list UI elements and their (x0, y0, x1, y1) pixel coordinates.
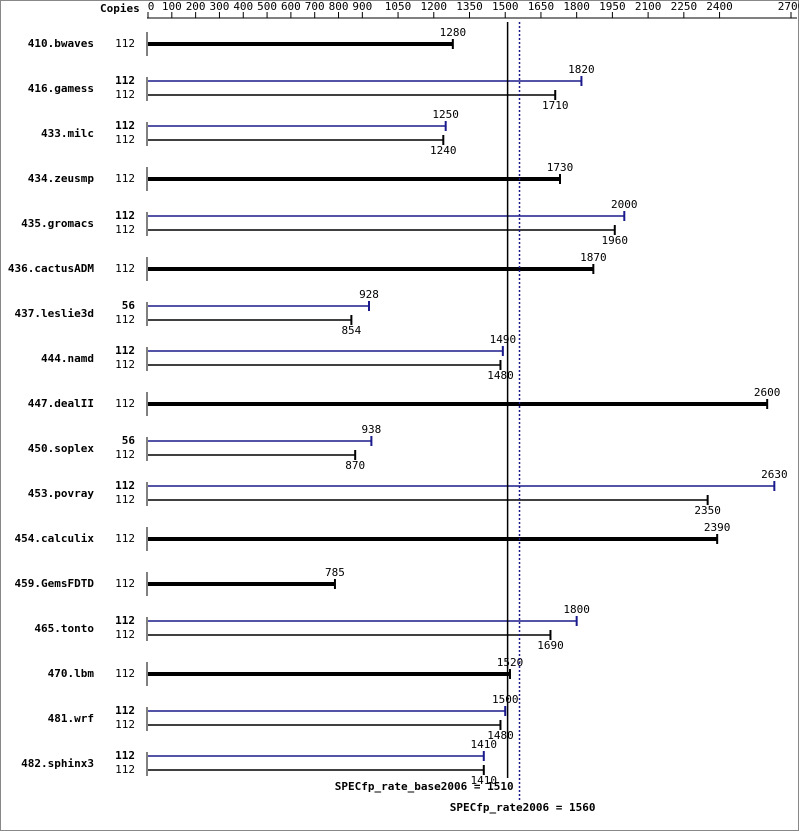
category-label: 454.calculix (15, 532, 95, 545)
value-label: 1730 (547, 161, 574, 174)
value-label: 1500 (492, 693, 519, 706)
x-tick-label: 300 (210, 0, 230, 13)
category-label: 416.gamess (28, 82, 94, 95)
copies-label: 112 (115, 119, 135, 132)
value-label: 1800 (563, 603, 590, 616)
value-label: 2630 (761, 468, 788, 481)
category-label: 435.gromacs (21, 217, 94, 230)
copies-label: 56 (122, 299, 136, 312)
copies-label: 112 (115, 344, 135, 357)
x-tick-label: 100 (162, 0, 182, 13)
copies-label: 112 (115, 479, 135, 492)
value-label: 870 (345, 459, 365, 472)
copies-label: 112 (115, 223, 135, 236)
copies-label: 112 (115, 763, 135, 776)
value-label: 854 (341, 324, 361, 337)
category-label: 465.tonto (34, 622, 94, 635)
x-tick-label: 1050 (385, 0, 412, 13)
category-label: 470.lbm (48, 667, 95, 680)
value-label: 938 (361, 423, 381, 436)
x-tick-label: 400 (233, 0, 253, 13)
copies-label: 56 (122, 434, 136, 447)
x-tick-label: 1800 (563, 0, 590, 13)
x-tick-label: 2100 (635, 0, 662, 13)
copies-label: 112 (115, 209, 135, 222)
copies-label: 112 (115, 667, 135, 680)
x-tick-label: 500 (257, 0, 277, 13)
value-label: 2600 (754, 386, 781, 399)
x-tick-label: 1950 (599, 0, 626, 13)
copies-label: 112 (115, 704, 135, 717)
value-label: 1480 (487, 369, 514, 382)
copies-label: 112 (115, 448, 135, 461)
value-label: 1240 (430, 144, 457, 157)
copies-label: 112 (115, 493, 135, 506)
value-label: 1690 (537, 639, 564, 652)
category-label: 459.GemsFDTD (15, 577, 95, 590)
category-label: 450.soplex (28, 442, 95, 455)
x-tick-label: 900 (352, 0, 372, 13)
value-label: 1960 (602, 234, 629, 247)
category-label: 434.zeusmp (28, 172, 95, 185)
x-tick-label: 200 (186, 0, 206, 13)
category-label: 447.dealII (28, 397, 94, 410)
x-tick-label: 2250 (671, 0, 698, 13)
mean-label: SPECfp_rate2006 = 1560 (450, 801, 596, 814)
x-tick-label: 0 (148, 0, 155, 13)
x-tick-label: 800 (329, 0, 349, 13)
value-label: 1870 (580, 251, 607, 264)
copies-label: 112 (115, 628, 135, 641)
x-tick-label: 600 (281, 0, 301, 13)
value-label: 1820 (568, 63, 595, 76)
value-label: 1520 (497, 656, 524, 669)
category-label: 453.povray (28, 487, 95, 500)
copies-label: 112 (115, 262, 135, 275)
category-label: 410.bwaves (28, 37, 94, 50)
value-label: 2350 (694, 504, 721, 517)
value-label: 1280 (440, 26, 467, 39)
value-label: 2000 (611, 198, 638, 211)
copies-label: 112 (115, 397, 135, 410)
x-tick-label: 1200 (421, 0, 448, 13)
copies-label: 112 (115, 718, 135, 731)
copies-label: 112 (115, 358, 135, 371)
x-tick-label: 700 (305, 0, 325, 13)
category-label: 437.leslie3d (15, 307, 94, 320)
copies-label: 112 (115, 74, 135, 87)
value-label: 1250 (432, 108, 459, 121)
copies-label: 112 (115, 37, 135, 50)
copies-label: 112 (115, 614, 135, 627)
value-label: 1710 (542, 99, 569, 112)
copies-label: 112 (115, 133, 135, 146)
copies-label: 112 (115, 172, 135, 185)
category-label: 436.cactusADM (8, 262, 94, 275)
value-label: 1410 (471, 738, 498, 751)
copies-label: 112 (115, 88, 135, 101)
copies-label: 112 (115, 313, 135, 326)
mean-label: SPECfp_rate_base2006 = 1510 (335, 780, 514, 793)
x-tick-label: 1350 (456, 0, 483, 13)
category-label: 433.milc (41, 127, 94, 140)
x-tick-label: 2700 (778, 0, 799, 13)
copies-label: 112 (115, 577, 135, 590)
category-label: 444.namd (41, 352, 94, 365)
x-tick-label: 2400 (706, 0, 733, 13)
value-label: 928 (359, 288, 379, 301)
value-label: 785 (325, 566, 345, 579)
category-label: 481.wrf (48, 712, 94, 725)
value-label: 2390 (704, 521, 731, 534)
copies-label: 112 (115, 532, 135, 545)
value-label: 1490 (490, 333, 517, 346)
copies-header: Copies (100, 2, 140, 15)
x-tick-label: 1650 (528, 0, 555, 13)
x-tick-label: 1500 (492, 0, 519, 13)
value-label: 1410 (471, 774, 498, 787)
category-label: 482.sphinx3 (21, 757, 94, 770)
copies-label: 112 (115, 749, 135, 762)
